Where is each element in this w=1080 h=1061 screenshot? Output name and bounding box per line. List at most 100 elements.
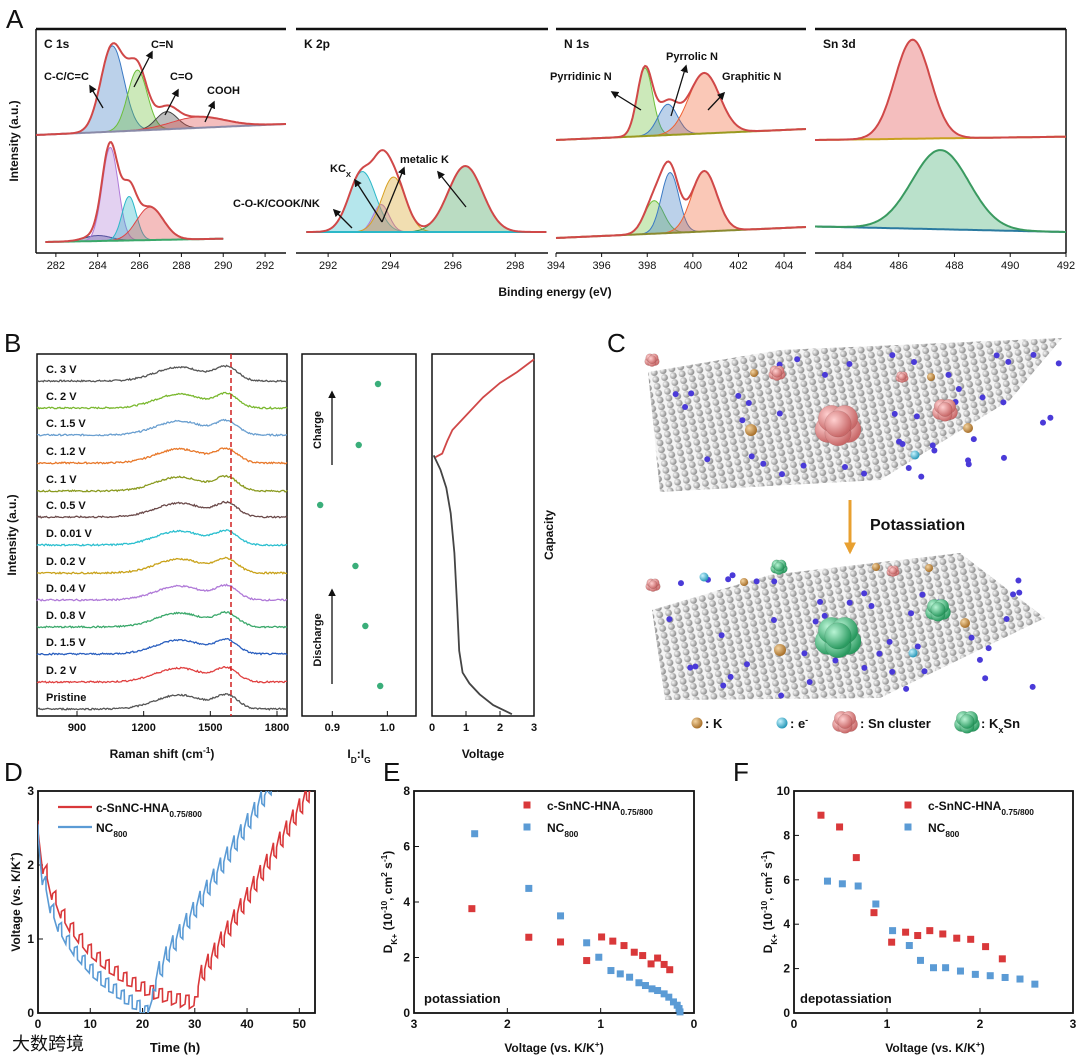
xps-x-tick-label: 296 <box>444 260 462 272</box>
y-axis-label-part: s <box>381 862 395 872</box>
y-axis-label-part: -1 <box>759 854 769 862</box>
data-point-c-snnc <box>870 909 878 917</box>
legend-label: NC800 <box>96 821 128 839</box>
xps-peak-annotation: COOH <box>207 85 240 97</box>
x-tick-label: 3 <box>411 1017 418 1031</box>
y-tick-label: 2 <box>27 858 34 872</box>
xps-peak-annotation: C-O-K/COOK/NK <box>233 198 320 210</box>
data-point-nc800 <box>654 987 662 995</box>
xps-peak-annotation: Graphitic N <box>722 71 781 83</box>
nitrogen-dopant-icon <box>739 417 746 424</box>
data-point-c-snnc <box>620 942 628 950</box>
legend-marker <box>523 823 531 831</box>
potassiation-illustration: Potassiation: K: e-: Sn cluster: KxSn <box>644 338 1062 735</box>
nitrogen-dopant-icon <box>982 675 989 682</box>
x-axis-label: Voltage (vs. K/K+) <box>885 1039 984 1055</box>
raman-trace-label: C. 1.5 V <box>46 418 86 430</box>
id-ig-chart: 0.9 1.0 Charge Discharge ID:IG <box>301 353 417 765</box>
electron-icon <box>910 450 920 460</box>
arrow-icon <box>133 50 153 88</box>
xps-x-tick-label: 484 <box>834 260 852 272</box>
xps-background-line <box>815 225 1066 233</box>
legend-label-part: c-SnNC-HNA <box>547 799 621 813</box>
data-point-nc800 <box>660 990 668 998</box>
nitrogen-dopant-icon <box>720 682 727 689</box>
sn-cluster-icon-sphere <box>937 401 953 417</box>
nitrogen-dopant-icon <box>861 470 868 477</box>
nitrogen-dopant-icon <box>876 650 883 657</box>
xps-peak-annotation: KCX <box>330 163 352 179</box>
charge-label: Charge <box>312 411 324 449</box>
nitrogen-dopant-icon <box>770 617 777 624</box>
panel-label-a: A <box>6 4 24 34</box>
plot-frame <box>37 790 316 1014</box>
xps-x-tick-label: 292 <box>319 260 337 272</box>
panel-label-f: F <box>733 757 749 787</box>
y-axis-label-part: , cm <box>381 877 395 901</box>
process-annotation: depotassiation <box>800 991 892 1006</box>
nitrogen-dopant-icon <box>979 394 986 401</box>
xps-peak-annotation: metalic K <box>400 154 449 166</box>
nitrogen-dopant-icon <box>965 461 972 468</box>
y-axis-label-part: -10 <box>379 901 389 913</box>
x-axis-label-part: Voltage (vs. K/K <box>885 1041 976 1055</box>
data-point-nc800 <box>930 964 937 972</box>
xps-x-tick-label: 282 <box>47 260 65 272</box>
xps-peak-annotation: Pyrrolic N <box>666 51 718 63</box>
nitrogen-dopant-icon <box>692 663 699 670</box>
sn-cluster-legend-label: : Sn cluster <box>860 716 931 731</box>
nitrogen-dopant-icon <box>868 602 875 609</box>
nitrogen-dopant-icon <box>921 668 928 675</box>
legend-label-part: NC <box>96 821 114 835</box>
id-ig-x-axis-label-part: G <box>364 755 371 765</box>
legend-marker <box>904 823 912 831</box>
vc-x-axis-label: Voltage <box>462 747 505 761</box>
nitrogen-dopant-icon <box>985 645 992 652</box>
electron-icon <box>908 648 918 658</box>
xps-subpanel-title: K 2p <box>304 37 330 51</box>
nitrogen-dopant-icon <box>955 385 962 392</box>
raman-trace-label: D. 0.2 V <box>46 556 86 568</box>
diffusion-potassiation-chart: 3 2 1 0 0 2 4 6 8 c-SnNC-HNA0.75/800 NC800 potassia… <box>379 784 698 1055</box>
vc-x-tick-label: 1 <box>463 722 469 734</box>
sn-cluster-icon <box>932 398 958 422</box>
panel-label-d: D <box>4 757 23 787</box>
id-ig-point <box>362 622 369 630</box>
arrow-icon <box>610 91 642 111</box>
legend-label-part: NC <box>547 821 565 835</box>
nitrogen-dopant-icon <box>1030 351 1037 358</box>
xps-peak-annotation: C=O <box>170 71 193 83</box>
xps-subpanel-title: N 1s <box>564 37 590 51</box>
nitrogen-dopant-icon <box>908 610 915 617</box>
nitrogen-dopant-icon <box>704 456 711 463</box>
data-point-c-snnc <box>939 930 947 938</box>
vc-x-tick-label: 2 <box>497 722 503 734</box>
arrow-icon <box>164 88 179 116</box>
raman-trace-label: D. 0.8 V <box>46 610 86 622</box>
arrow-icon <box>89 84 104 109</box>
nitrogen-dopant-icon <box>778 692 785 699</box>
raman-plot-frame <box>36 353 288 717</box>
nitrogen-dopant-icon <box>1047 414 1054 421</box>
nitrogen-dopant-icon <box>821 612 828 619</box>
arrow-icon <box>707 91 726 111</box>
data-point-c-snnc <box>654 954 662 962</box>
legend-label-part: 0.75/800 <box>169 809 202 819</box>
raman-trace <box>36 610 288 629</box>
arrow-icon <box>381 166 406 223</box>
electron-icon <box>699 572 709 582</box>
xps-peak-annotation-part: X <box>346 170 352 179</box>
process-annotation: potassiation <box>424 991 501 1006</box>
raman-trace-label: C. 2 V <box>46 391 77 403</box>
xps-peak-annotation-part: KC <box>330 163 346 175</box>
gitt-y-axis-label: Voltage (vs. K/K+) <box>7 852 23 951</box>
raman-trace-label: C. 3 V <box>46 364 77 376</box>
kxsn-cluster-icon-sphere <box>930 601 946 617</box>
xps-envelope-line <box>815 38 1066 141</box>
nitrogen-dopant-icon <box>899 440 906 447</box>
y-axis-label: DK+ (10-10, cm2 s-1) <box>759 851 779 954</box>
id-ig-point <box>355 441 362 449</box>
nitrogen-dopant-icon <box>821 371 828 378</box>
sn-cluster-icon-sphere <box>771 367 783 378</box>
